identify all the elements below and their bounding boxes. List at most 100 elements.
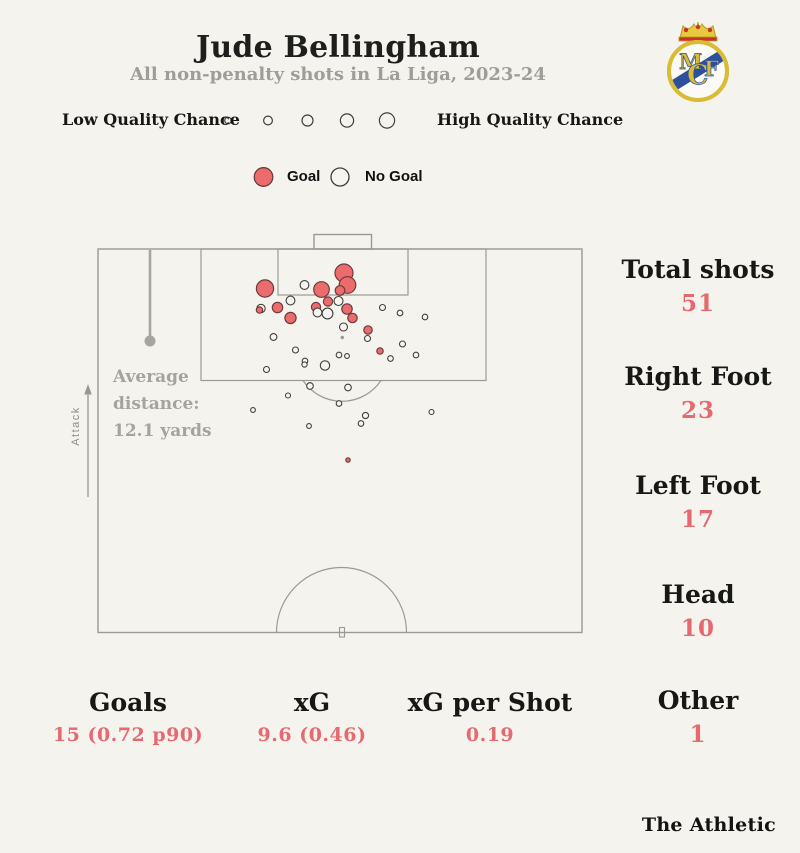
- stat-label: Right Foot: [624, 362, 772, 391]
- stat-other: Other 1: [612, 686, 784, 750]
- svg-text:C: C: [687, 60, 709, 91]
- shot-no-goal: [333, 295, 344, 307]
- shot-no-goal: [421, 313, 429, 321]
- shot-no-goal: [291, 346, 300, 354]
- shot-no-goal: [319, 360, 331, 371]
- shot-no-goal: [306, 423, 312, 429]
- shot-no-goal: [301, 361, 308, 368]
- attack-direction-label: Attack: [70, 406, 82, 446]
- shot-no-goal: [262, 365, 271, 374]
- stat-right-foot: Right Foot 23: [612, 362, 784, 426]
- goal-box: [313, 233, 373, 250]
- stat-value: 0.19: [465, 724, 515, 746]
- shot-goal: [345, 457, 351, 463]
- shot-no-goal: [344, 353, 350, 359]
- stat-value: 23: [680, 397, 715, 424]
- shot-no-goal: [387, 355, 394, 362]
- shot-no-goal: [396, 309, 404, 317]
- stat-head: Head 10: [612, 580, 784, 644]
- chance-size-circle: [301, 114, 314, 127]
- stat-value: 17: [680, 506, 715, 533]
- no-goal-legend-label: No Goal: [365, 168, 423, 185]
- shot-no-goal: [398, 340, 407, 348]
- shot-no-goal: [361, 411, 370, 420]
- svg-text:M: M: [679, 49, 702, 74]
- shot-no-goal: [344, 383, 352, 392]
- average-distance-marker: [144, 250, 156, 347]
- shot-no-goal: [299, 280, 310, 290]
- shot-no-goal: [306, 382, 314, 390]
- stat-label: Left Foot: [635, 471, 761, 500]
- page-subtitle: All non-penalty shots in La Liga, 2023-2…: [130, 64, 546, 85]
- shot-markers: [250, 263, 435, 463]
- stat-left-foot: Left Foot 17: [612, 471, 784, 535]
- shot-no-goal: [335, 400, 343, 407]
- goal-legend-circle: [253, 167, 274, 187]
- stat-label: Total shots: [621, 255, 775, 284]
- shot-goal: [255, 279, 275, 298]
- high-quality-chance-label: High Quality Chance: [437, 110, 624, 129]
- stat-goals: Goals 15 (0.72 p90): [33, 688, 223, 750]
- shot-no-goal: [250, 407, 256, 413]
- stat-value: 15 (0.72 p90): [52, 724, 204, 746]
- crown-icon: [678, 21, 718, 42]
- shot-no-goal: [357, 420, 365, 427]
- stat-xg: xG 9.6 (0.46): [217, 688, 407, 750]
- stat-xg-per-shot: xG per Shot 0.19: [395, 688, 585, 750]
- shot-no-goal: [378, 303, 387, 312]
- stat-label: xG: [293, 688, 331, 717]
- chance-size-legend-circles: [224, 112, 396, 129]
- goal-legend-label: Goal: [287, 168, 321, 185]
- goal-legend-circles: [253, 167, 350, 187]
- publisher-logo: The Athletic: [641, 814, 776, 836]
- shot-goal: [322, 296, 334, 307]
- svg-text:F: F: [704, 56, 719, 81]
- shot-no-goal: [338, 322, 349, 332]
- centre-mark: [338, 626, 346, 638]
- shot-no-goal: [412, 351, 420, 359]
- stat-label: Goals: [89, 688, 167, 717]
- shot-no-goal: [321, 307, 334, 320]
- chance-size-circle: [339, 113, 355, 128]
- penalty-arc: [302, 380, 382, 402]
- stat-label: Head: [661, 580, 735, 609]
- page-title: Jude Bellingham: [196, 30, 480, 65]
- stat-label: Other: [657, 686, 739, 715]
- shot-goal: [341, 303, 353, 315]
- centre-circle: [275, 566, 408, 633]
- stat-total-shots: Total shots 51: [612, 255, 784, 319]
- shot-goal: [271, 301, 284, 314]
- shot-goal: [334, 285, 346, 296]
- shot-goal: [313, 281, 330, 298]
- badge-circle: M C F: [667, 40, 729, 102]
- chance-size-circle: [224, 116, 232, 125]
- shot-goal: [363, 325, 373, 335]
- average-distance-annotation: Average distance: 12.1 yards: [113, 367, 212, 441]
- stat-value: 10: [680, 615, 715, 642]
- shot-no-goal: [335, 351, 343, 359]
- shot-goal: [347, 312, 358, 324]
- no-goal-legend-circle: [330, 167, 350, 187]
- shot-no-goal: [284, 392, 292, 399]
- shot-no-goal: [428, 408, 435, 416]
- stat-value: 9.6 (0.46): [257, 724, 367, 746]
- penalty-box: [200, 248, 487, 382]
- penalty-spot: [340, 335, 344, 340]
- shot-goal: [376, 347, 384, 355]
- shot-no-goal: [285, 295, 296, 306]
- attack-arrow: [84, 384, 92, 497]
- stat-value: 51: [680, 290, 715, 317]
- mcf-monogram: M C F: [679, 49, 720, 92]
- chance-size-circle: [263, 115, 274, 126]
- chance-size-circle: [378, 112, 396, 129]
- shot-no-goal: [363, 334, 372, 343]
- stat-value: 1: [689, 721, 707, 748]
- shot-goal: [255, 306, 264, 314]
- low-quality-chance-label: Low Quality Chance: [62, 110, 240, 129]
- shot-no-goal: [312, 307, 323, 318]
- real-madrid-crest: M C F: [667, 21, 729, 102]
- shot-goal: [284, 311, 297, 325]
- stat-label: xG per Shot: [407, 688, 573, 717]
- shot-no-goal: [269, 333, 278, 341]
